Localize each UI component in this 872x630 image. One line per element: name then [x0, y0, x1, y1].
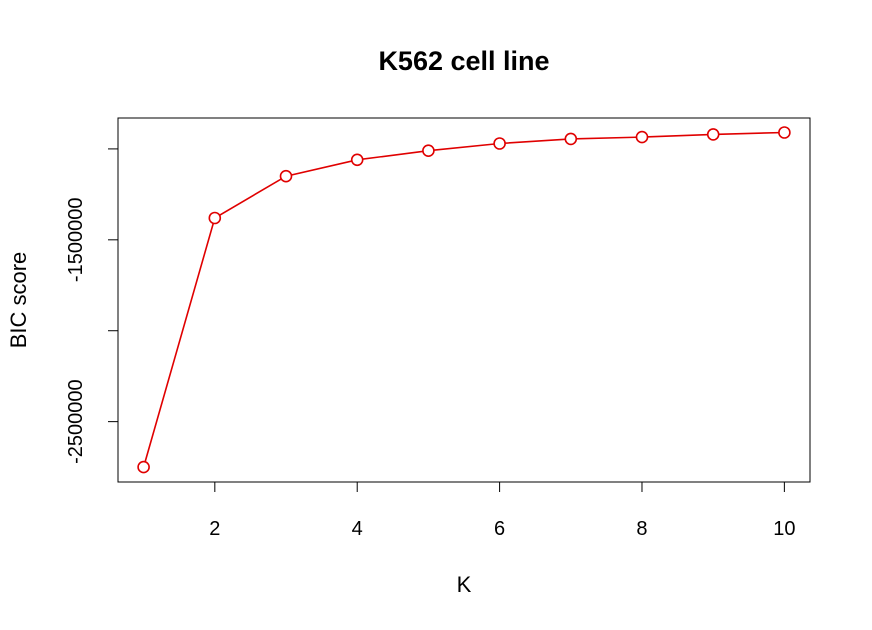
data-point: [350, 153, 364, 167]
chart-title: K562 cell line: [378, 46, 549, 76]
x-tick-label: 6: [494, 518, 505, 540]
data-point: [137, 460, 150, 474]
x-tick-label: 10: [773, 518, 795, 540]
data-point: [564, 132, 578, 146]
y-axis: -2500000 -1500000: [65, 148, 119, 464]
series-line: [142, 131, 785, 468]
data-point: [778, 126, 791, 139]
y-tick-label: -2500000: [65, 379, 87, 464]
data-point: [208, 211, 222, 225]
x-tick-label: 2: [209, 518, 220, 540]
y-axis-label: BIC score: [6, 252, 31, 349]
x-axis-label: K: [457, 572, 472, 597]
x-tick-label: 4: [352, 518, 363, 540]
x-tick-label: 8: [636, 518, 647, 540]
series-layer: [137, 126, 791, 474]
data-point: [635, 130, 649, 144]
data-point: [279, 169, 293, 183]
y-tick-label: -1500000: [65, 198, 87, 283]
plot-area-frame: [117, 117, 811, 483]
x-axis: 2 4 6 8 10: [209, 481, 795, 540]
data-point: [422, 144, 435, 157]
data-point: [493, 137, 506, 150]
data-point: [706, 128, 720, 141]
